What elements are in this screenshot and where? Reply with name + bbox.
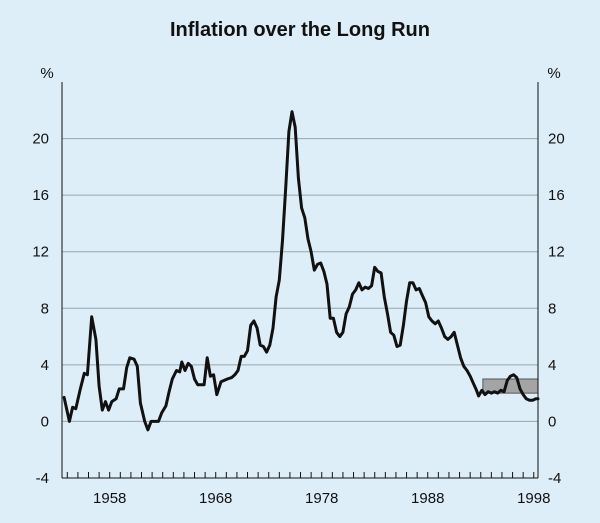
y-tick-label-right: 12 xyxy=(548,244,565,261)
plot-area xyxy=(62,82,538,478)
inflation-series-line xyxy=(62,110,540,432)
target-band xyxy=(482,378,539,394)
y-tick-label-right: 16 xyxy=(548,187,565,204)
y-unit-label-right: % xyxy=(547,65,560,82)
x-tick-label: 1988 xyxy=(411,490,444,507)
y-tick-label-right: -4 xyxy=(548,470,561,487)
x-tick-label: 1998 xyxy=(517,490,550,507)
x-minor-ticks xyxy=(66,472,535,478)
y-tick-label-right: 0 xyxy=(548,413,556,430)
x-axis-labels: 1958 1968 1978 1988 1998 xyxy=(93,490,550,507)
y-tick-label-left: 20 xyxy=(32,131,49,148)
y-tick-label-left: 16 xyxy=(32,187,49,204)
y-tick-label-left: 8 xyxy=(41,300,49,317)
x-tick-label: 1968 xyxy=(199,490,232,507)
y-axis-labels-left: -4 0 4 8 12 16 20 xyxy=(32,131,49,487)
y-tick-label-left: 0 xyxy=(41,413,49,430)
y-tick-label-right: 8 xyxy=(548,300,556,317)
y-unit-label-left: % xyxy=(40,65,53,82)
y-tick-label-right: 20 xyxy=(548,131,565,148)
x-tick-label: 1958 xyxy=(93,490,126,507)
y-tick-label-right: 4 xyxy=(548,357,556,374)
x-tick-label: 1978 xyxy=(305,490,338,507)
chart-title: Inflation over the Long Run xyxy=(170,19,430,41)
y-tick-label-left: 12 xyxy=(32,244,49,261)
y-tick-label-left: -4 xyxy=(36,470,49,487)
y-axis-labels-right: -4 0 4 8 12 16 20 xyxy=(548,131,565,487)
y-tick-label-left: 4 xyxy=(41,357,49,374)
